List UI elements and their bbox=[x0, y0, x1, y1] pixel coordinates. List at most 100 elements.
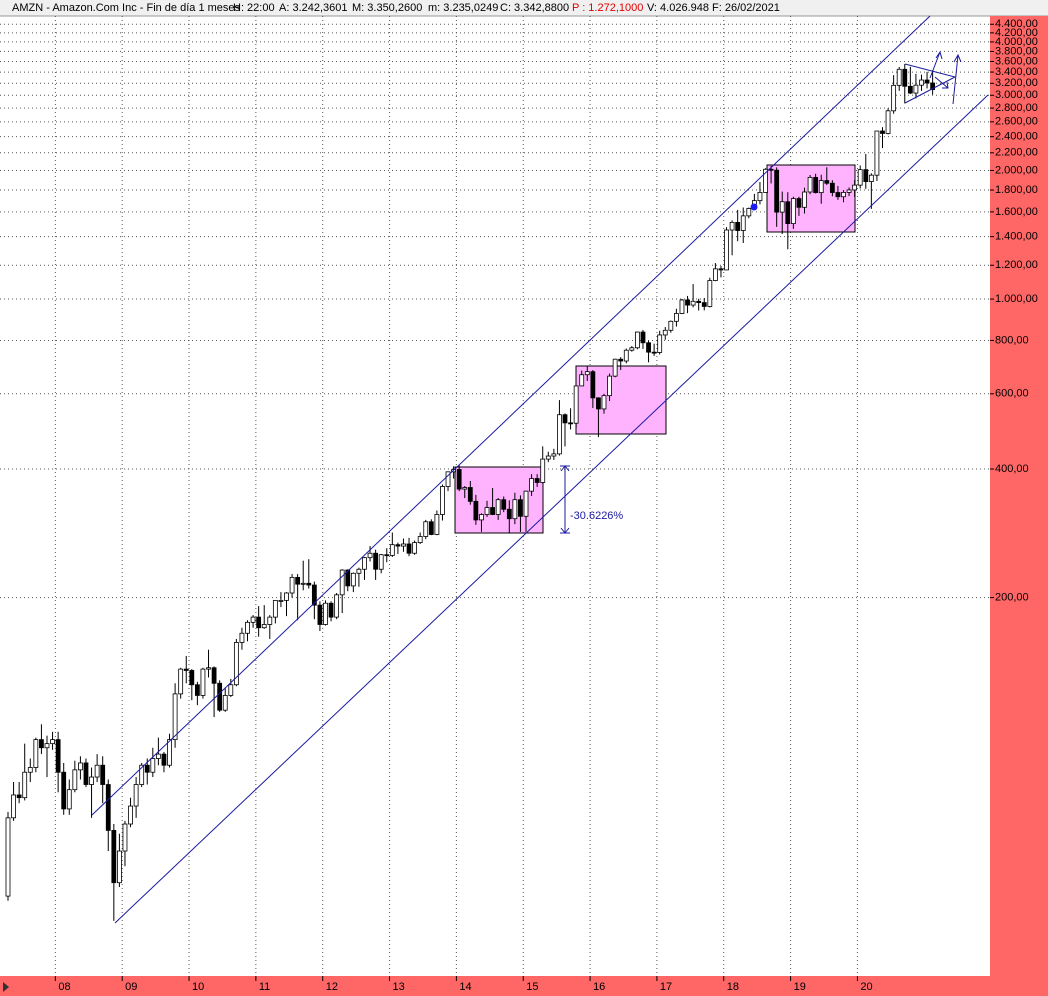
candle-body bbox=[172, 693, 178, 741]
candle-body bbox=[668, 320, 674, 331]
candle-body bbox=[852, 184, 858, 191]
candle-body bbox=[796, 198, 802, 208]
candle-body bbox=[105, 784, 111, 831]
candle-body bbox=[412, 542, 418, 554]
y-axis-panel bbox=[990, 16, 1048, 976]
candle-body bbox=[813, 176, 819, 194]
candle-body bbox=[122, 823, 128, 852]
candle-body bbox=[479, 514, 484, 521]
candle-body bbox=[55, 739, 61, 773]
x-tick-label: 18 bbox=[727, 981, 739, 993]
y-tick-label: 4.000,00 bbox=[995, 36, 1038, 48]
candle-body bbox=[612, 358, 618, 377]
candle-body bbox=[183, 668, 189, 671]
candle-body bbox=[907, 85, 913, 94]
candle-body bbox=[362, 557, 367, 570]
candle-body bbox=[880, 130, 885, 134]
candle-body bbox=[144, 764, 150, 773]
y-tick-label: 3.800,00 bbox=[995, 45, 1038, 57]
x-tick-label: 11 bbox=[259, 981, 270, 993]
candle-body bbox=[540, 458, 546, 483]
candle-body bbox=[790, 198, 796, 225]
y-tick-label: 2.200,00 bbox=[995, 147, 1038, 159]
candle-body bbox=[39, 739, 44, 749]
candle-body bbox=[924, 79, 930, 84]
candle-body bbox=[161, 753, 167, 766]
candle-body bbox=[662, 329, 668, 336]
candle-body bbox=[807, 176, 813, 193]
candle-body bbox=[22, 771, 28, 799]
candle-body bbox=[824, 180, 830, 184]
y-tick-label: 1.400,00 bbox=[995, 231, 1038, 243]
candle-body bbox=[557, 414, 562, 455]
candle-body bbox=[506, 508, 512, 520]
candle-body bbox=[868, 174, 874, 182]
candle-body bbox=[211, 667, 217, 684]
x-tick-label: 08 bbox=[58, 981, 70, 993]
header-field: m: 3.235,0249 bbox=[428, 2, 498, 14]
candle-body bbox=[11, 794, 16, 819]
candle-body bbox=[746, 208, 752, 217]
candle-body bbox=[763, 168, 768, 193]
candle-body bbox=[919, 79, 924, 86]
candle-body bbox=[27, 767, 33, 773]
x-tick-label: 15 bbox=[526, 981, 538, 993]
candle-body bbox=[596, 397, 601, 410]
candle-body bbox=[94, 764, 100, 778]
candle-body bbox=[167, 739, 172, 766]
candle-body bbox=[640, 331, 646, 344]
candle-body bbox=[61, 771, 67, 810]
drawings bbox=[91, 15, 989, 924]
candle-body bbox=[423, 521, 429, 537]
candle-body bbox=[501, 499, 507, 510]
candle-body bbox=[267, 616, 273, 625]
candle-body bbox=[891, 84, 897, 112]
candle-body bbox=[818, 180, 824, 194]
candle-body bbox=[245, 621, 250, 634]
candle-body bbox=[239, 632, 245, 643]
candle-body bbox=[462, 487, 468, 490]
candle-body bbox=[467, 487, 473, 502]
y-tick-label: 1.800,00 bbox=[995, 184, 1038, 196]
x-tick-label: 09 bbox=[125, 981, 137, 993]
candle-body bbox=[651, 351, 657, 354]
candle-body bbox=[339, 569, 345, 596]
candle-body bbox=[189, 670, 195, 686]
candle-body bbox=[913, 84, 919, 94]
candle-body bbox=[635, 331, 640, 349]
x-tick-label: 12 bbox=[326, 981, 338, 993]
y-tick-label: 2.600,00 bbox=[995, 116, 1038, 128]
y-tick-label: 600,00 bbox=[995, 388, 1029, 400]
y-tick-label: 3.400,00 bbox=[995, 66, 1038, 78]
candle-body bbox=[512, 499, 518, 520]
candle-body bbox=[829, 182, 835, 193]
candle-body bbox=[562, 414, 568, 424]
candle-body bbox=[785, 201, 791, 225]
y-tick-label: 200,00 bbox=[995, 591, 1029, 603]
candle-body bbox=[222, 695, 228, 711]
y-tick-label: 1.200,00 bbox=[995, 259, 1038, 271]
header-field: C: 3.342,8800 bbox=[500, 2, 569, 14]
candle-body bbox=[712, 268, 718, 281]
candle-body bbox=[155, 753, 161, 759]
measure-label: -30.6226% bbox=[570, 510, 623, 522]
candle-body bbox=[657, 334, 663, 353]
candle-body bbox=[685, 299, 690, 306]
zone-box bbox=[575, 365, 667, 435]
header-bar bbox=[0, 0, 1048, 16]
candle-body bbox=[607, 375, 612, 397]
candle-body bbox=[846, 189, 852, 193]
scroll-marker[interactable] bbox=[3, 982, 9, 992]
candle-body bbox=[902, 68, 908, 87]
signal-dot bbox=[750, 203, 758, 211]
candle-body bbox=[857, 169, 863, 186]
channel-upper bbox=[91, 15, 931, 816]
candle-body bbox=[896, 68, 902, 86]
candle-body bbox=[863, 169, 869, 182]
candle-body bbox=[707, 280, 713, 307]
candle-body bbox=[701, 302, 707, 307]
y-tick-label: 3.000,00 bbox=[995, 89, 1038, 101]
candle-body bbox=[729, 221, 735, 231]
candle-body bbox=[66, 789, 72, 810]
